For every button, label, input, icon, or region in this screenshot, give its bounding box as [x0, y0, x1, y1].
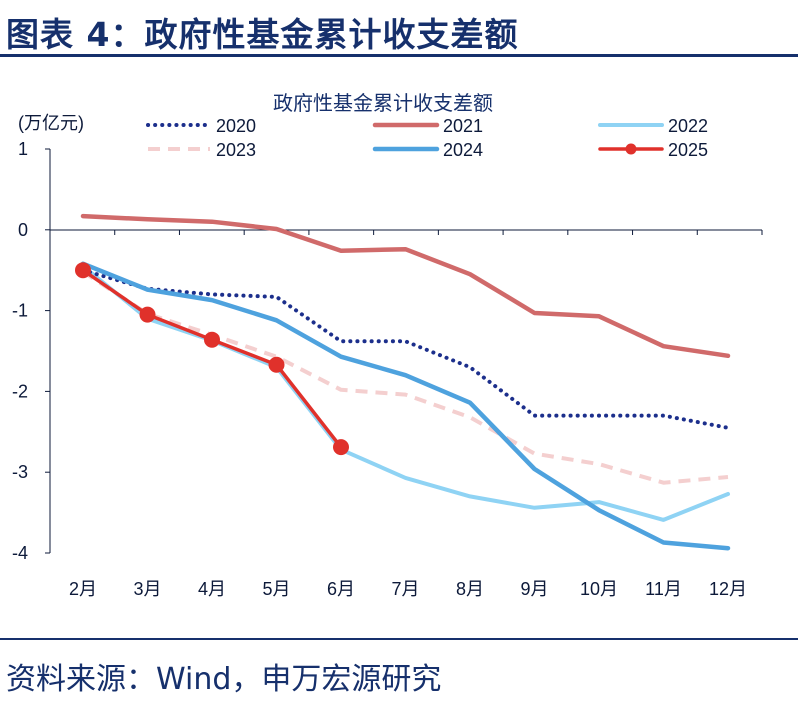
- source-note: 资料来源：Wind，申万宏源研究: [6, 662, 442, 697]
- series-line-2020: [81, 268, 730, 430]
- data-point-2025: [204, 331, 220, 348]
- x-axis-ticks: 2月 3月 4月 5月 6月 7月 8月 9月 10月 11月 12月: [69, 579, 747, 599]
- axes: [49, 149, 763, 553]
- y-tick-label: -1: [12, 301, 28, 321]
- data-point-2025: [268, 356, 285, 373]
- x-tick-label: 2月: [69, 579, 97, 599]
- x-tick-label: 8月: [456, 579, 484, 599]
- x-tick-label: 5月: [262, 579, 290, 599]
- data-point-2025: [333, 439, 349, 456]
- x-tick-label: 3月: [133, 579, 161, 599]
- legend-label-2020: 2020: [216, 116, 256, 136]
- data-point-2025: [139, 306, 156, 323]
- series-line-2025: [81, 268, 343, 449]
- legend-label-2021: 2021: [443, 116, 483, 136]
- x-tick-label: 4月: [198, 579, 226, 599]
- y-tick-label: 1: [18, 139, 28, 159]
- y-axis-ticks: 1 0 -1 -2 -3 -4: [12, 139, 50, 563]
- y-tick-label: 0: [18, 220, 28, 240]
- series-line-2024: [80, 261, 731, 551]
- x-tick-label: 12月: [709, 579, 747, 599]
- legend-label-2024: 2024: [443, 140, 483, 160]
- x-tick-label: 7月: [391, 579, 419, 599]
- top-rule: [0, 54, 798, 57]
- series-group: [75, 213, 731, 551]
- y-tick-label: -2: [12, 381, 28, 401]
- x-tick-label: 6月: [327, 579, 355, 599]
- bottom-rule: [0, 638, 798, 640]
- chart-title: 政府性基金累计收支差额: [273, 91, 493, 115]
- legend-label-2025: 2025: [668, 140, 708, 160]
- series-line-2023: [81, 270, 729, 485]
- figure-title: 图表 4：政府性基金累计收支差额: [6, 15, 519, 54]
- series-line-2022: [81, 264, 730, 522]
- legend-marker-2025: [625, 143, 637, 155]
- x-tick-label: 9月: [520, 579, 548, 599]
- data-point-2025: [75, 262, 91, 279]
- legend: 2020 2021 2022 2023 2024 2025: [146, 116, 708, 160]
- y-axis-unit-label: (万亿元): [18, 113, 84, 133]
- legend-label-2023: 2023: [216, 140, 256, 160]
- x-tick-label: 11月: [645, 579, 682, 599]
- y-tick-label: -3: [12, 462, 28, 482]
- series-line-2021: [80, 213, 731, 359]
- y-tick-label: -4: [12, 543, 28, 563]
- x-tick-label: 10月: [580, 579, 618, 599]
- legend-label-2022: 2022: [668, 116, 708, 136]
